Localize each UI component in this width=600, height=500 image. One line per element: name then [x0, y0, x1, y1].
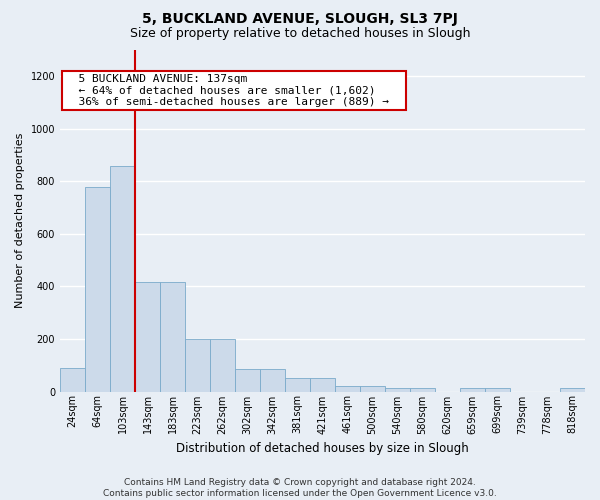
Bar: [85, 186, 110, 392]
Text: 5, BUCKLAND AVENUE, SLOUGH, SL3 7PJ: 5, BUCKLAND AVENUE, SLOUGH, SL3 7PJ: [142, 12, 458, 26]
Bar: [110, 166, 135, 392]
Bar: [235, 369, 260, 392]
Text: Contains HM Land Registry data © Crown copyright and database right 2024.
Contai: Contains HM Land Registry data © Crown c…: [103, 478, 497, 498]
Bar: [460, 388, 485, 392]
Bar: [335, 386, 360, 392]
Bar: [185, 339, 210, 392]
Bar: [410, 388, 435, 392]
Text: Size of property relative to detached houses in Slough: Size of property relative to detached ho…: [130, 28, 470, 40]
Y-axis label: Number of detached properties: Number of detached properties: [15, 133, 25, 308]
Bar: [385, 388, 410, 392]
X-axis label: Distribution of detached houses by size in Slough: Distribution of detached houses by size …: [176, 442, 469, 455]
Bar: [210, 339, 235, 392]
Bar: [160, 282, 185, 392]
Bar: [560, 388, 585, 392]
Bar: [135, 282, 160, 392]
Bar: [260, 369, 285, 392]
Bar: [485, 388, 510, 392]
Bar: [60, 368, 85, 392]
Bar: [285, 378, 310, 392]
Bar: [310, 378, 335, 392]
Text: 5 BUCKLAND AVENUE: 137sqm  
  ← 64% of detached houses are smaller (1,602)  
  3: 5 BUCKLAND AVENUE: 137sqm ← 64% of detac…: [65, 74, 403, 107]
Bar: [360, 386, 385, 392]
